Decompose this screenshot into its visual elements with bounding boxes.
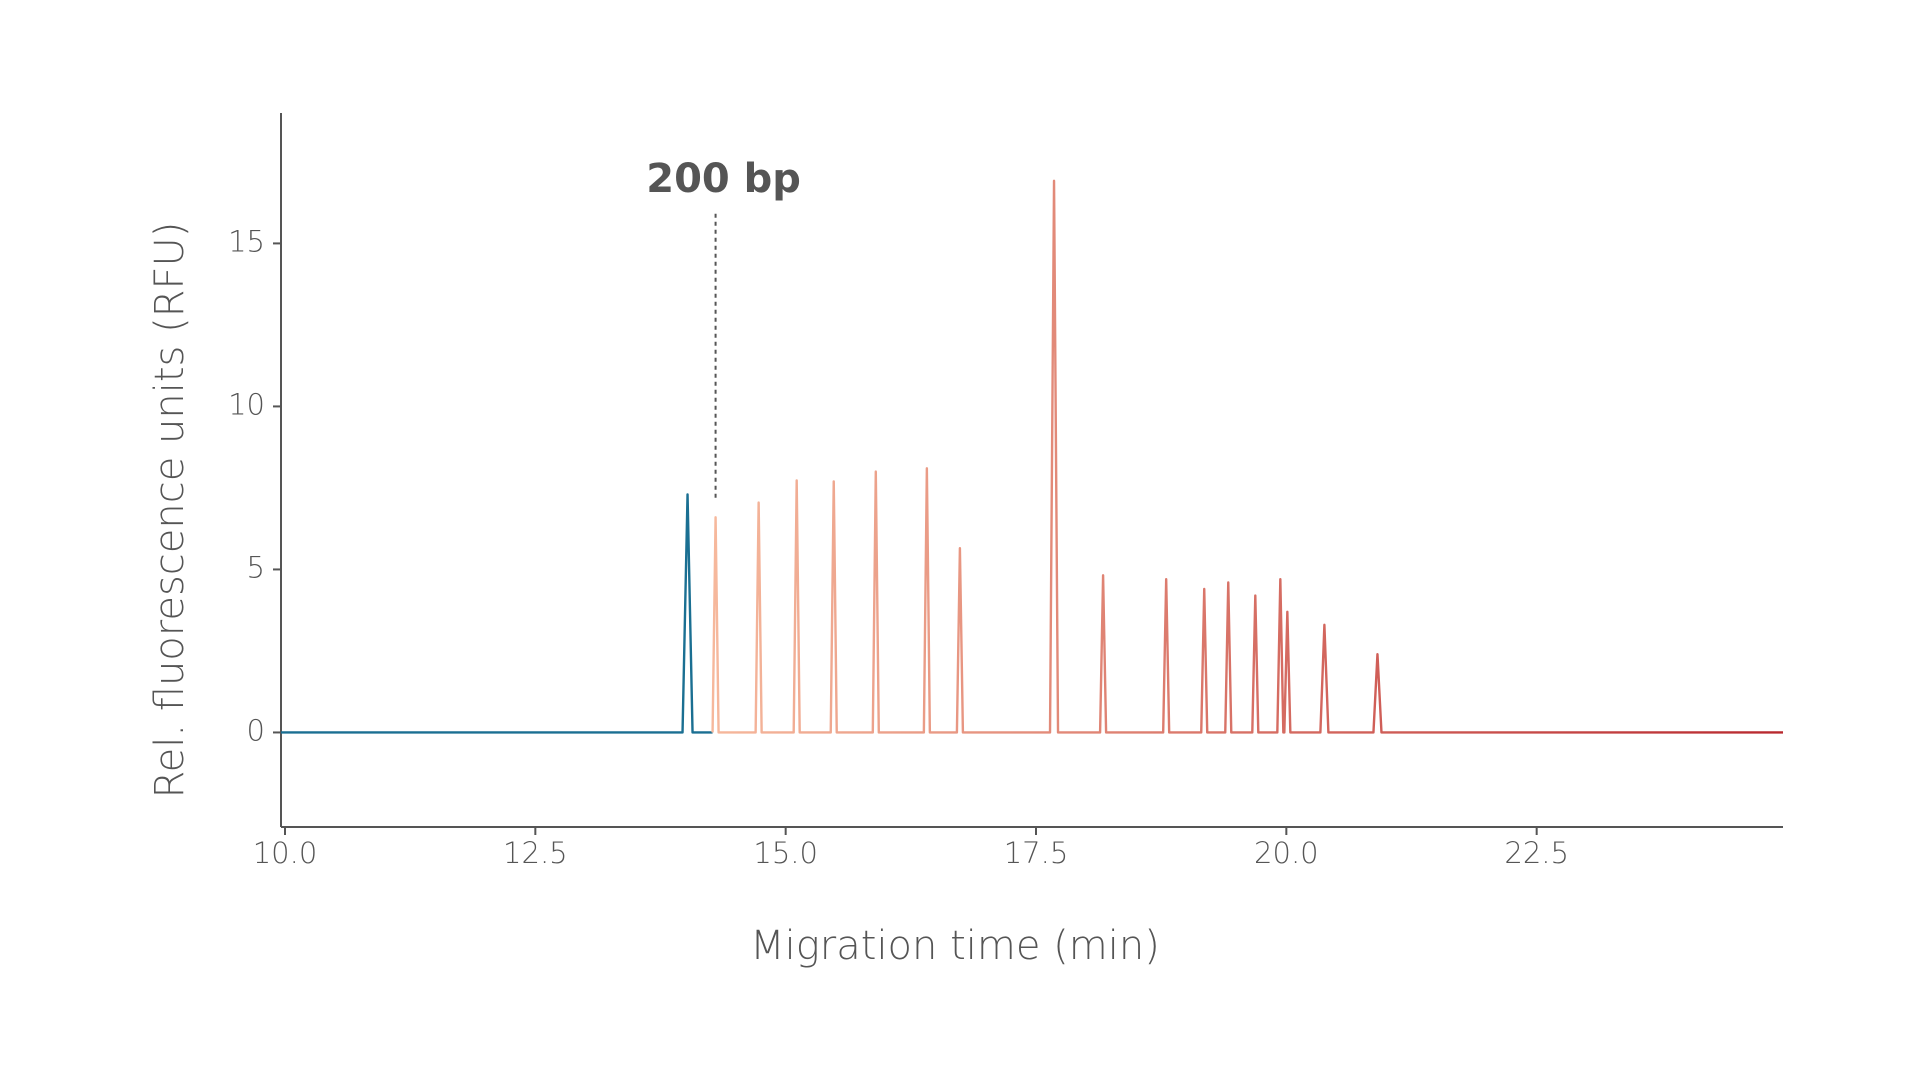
- x-tick-label: 20.0: [1254, 836, 1319, 870]
- series-line: [711, 179, 1783, 734]
- x-tick-label: 15.0: [753, 836, 818, 870]
- y-tick-label: 5: [247, 550, 265, 584]
- x-tick-label: 17.5: [1004, 836, 1069, 870]
- x-axis-title: Migration time (min): [750, 923, 1160, 969]
- x-tick-label: 12.5: [503, 836, 568, 870]
- y-tick-label: 15: [228, 224, 265, 258]
- annotation-label: 200 bp: [646, 156, 801, 202]
- y-axis-title: Rel. fluorescence units (RFU): [147, 222, 193, 799]
- y-tick-label: 0: [247, 713, 265, 747]
- x-tick-label: 10.0: [253, 836, 318, 870]
- y-tick-label: 10: [228, 387, 265, 421]
- series-line: [281, 493, 713, 734]
- x-tick-label: 22.5: [1504, 836, 1569, 870]
